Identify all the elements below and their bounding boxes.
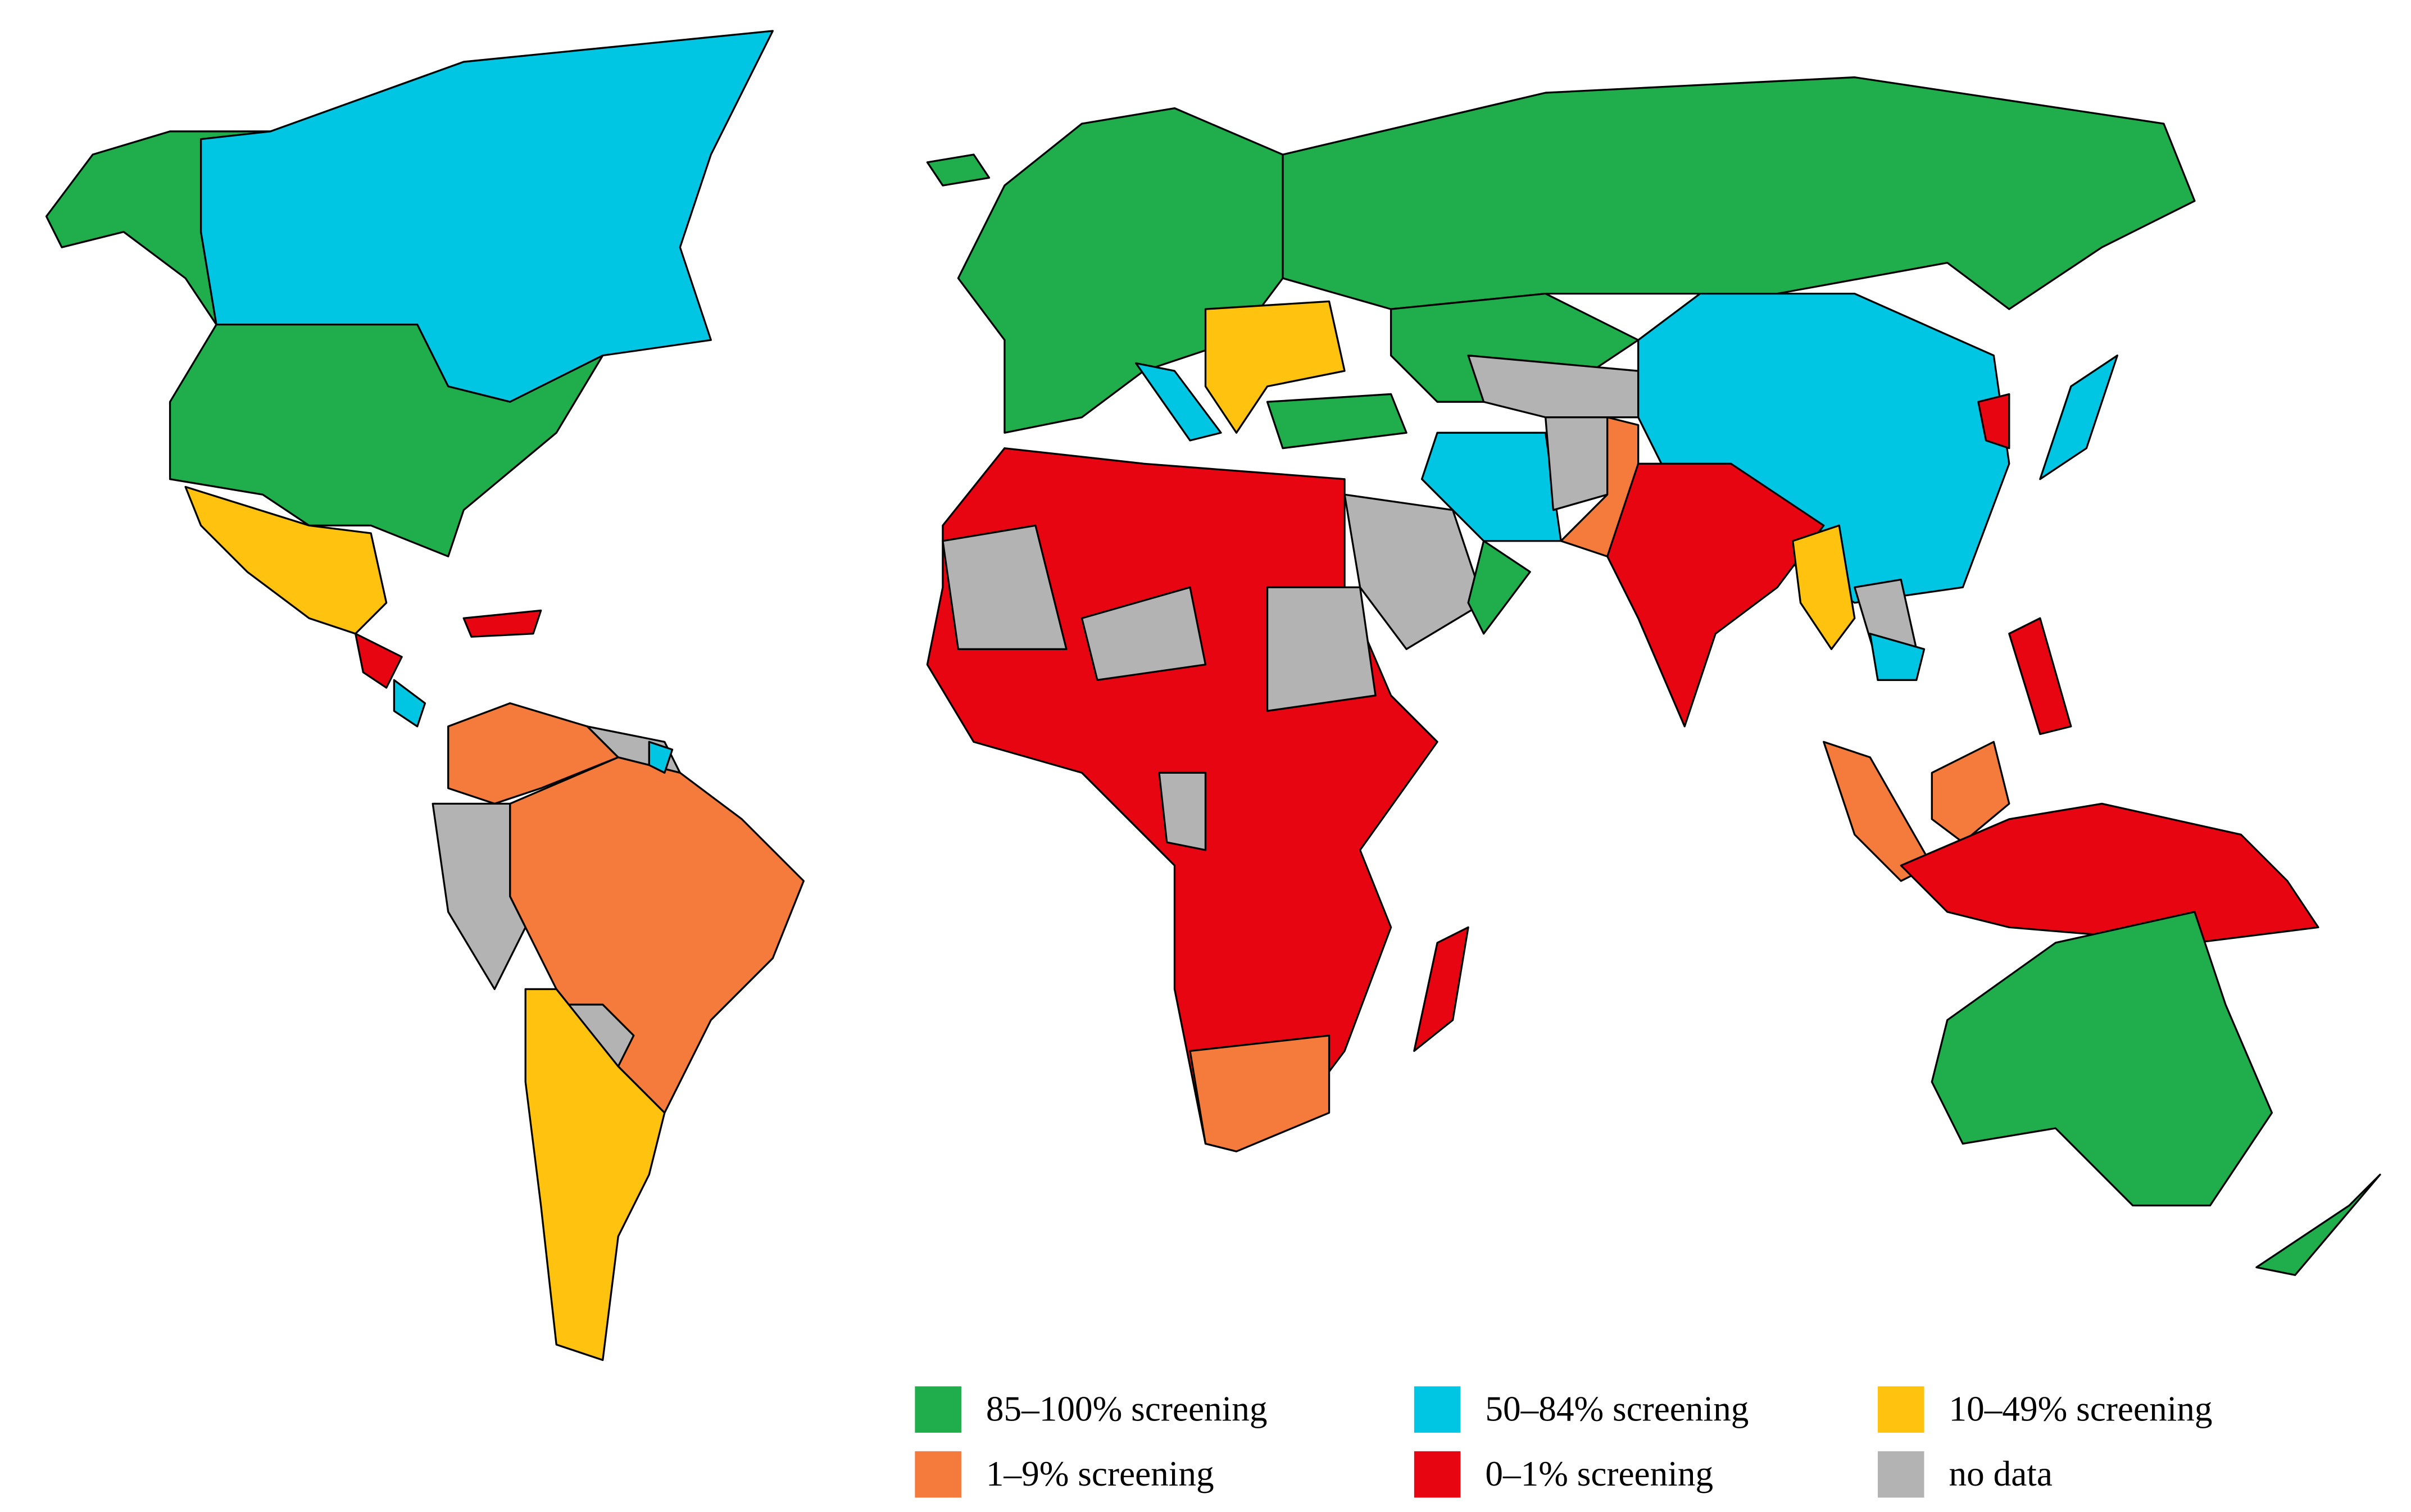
countries bbox=[45, 30, 2381, 1361]
legend-swatch bbox=[1414, 1451, 1461, 1498]
usa bbox=[169, 324, 604, 557]
legend-swatch bbox=[915, 1386, 961, 1433]
italy bbox=[1135, 362, 1222, 442]
central-asia bbox=[1467, 355, 1640, 419]
saudi-arabia bbox=[1343, 493, 1485, 650]
legend-label: 50–84% screening bbox=[1485, 1390, 1749, 1429]
caribbean bbox=[462, 609, 542, 638]
brazil bbox=[509, 756, 805, 1114]
central-america bbox=[354, 633, 403, 689]
turkey bbox=[1266, 393, 1407, 449]
sudan bbox=[1266, 586, 1377, 712]
russia bbox=[1282, 76, 2196, 310]
borneo bbox=[1931, 741, 2010, 843]
iceland-area bbox=[648, 741, 674, 774]
korea bbox=[1977, 393, 2010, 449]
iceland bbox=[926, 153, 991, 187]
legend-label: no data bbox=[1949, 1454, 2053, 1493]
legend-swatch bbox=[1878, 1386, 1924, 1433]
cambodia bbox=[1869, 633, 1926, 681]
oman bbox=[1467, 540, 1531, 635]
legend-label: 10–49% screening bbox=[1949, 1390, 2213, 1429]
legend-label: 0–1% screening bbox=[1485, 1454, 1713, 1493]
india bbox=[1606, 462, 1825, 728]
afghanistan bbox=[1544, 416, 1609, 511]
chile-argentina bbox=[524, 988, 666, 1361]
mauritania-mali bbox=[942, 524, 1068, 650]
legend: 85–100% screening 50–84% screening 10–49% … bbox=[915, 1386, 2213, 1498]
legend-label: 85–100% screening bbox=[986, 1390, 1268, 1429]
south-africa bbox=[1189, 1034, 1331, 1152]
indonesia bbox=[1900, 802, 2319, 944]
philippines bbox=[2008, 617, 2072, 735]
myanmar bbox=[1792, 524, 1856, 650]
australia bbox=[1931, 911, 2273, 1207]
legend-swatch bbox=[1878, 1451, 1924, 1498]
legend-swatch bbox=[1414, 1386, 1461, 1433]
gabon-congo bbox=[1158, 771, 1207, 851]
madagascar bbox=[1413, 926, 1469, 1052]
legend-swatch bbox=[915, 1451, 961, 1498]
legend-label: 1–9% screening bbox=[986, 1454, 1214, 1493]
europe bbox=[957, 107, 1284, 434]
niger-chad bbox=[1080, 586, 1207, 681]
ukraine-balkans bbox=[1204, 300, 1346, 434]
peru-ecuador bbox=[432, 802, 526, 991]
panama bbox=[393, 679, 426, 728]
new-zealand bbox=[2255, 1173, 2381, 1276]
colombia-venezuela bbox=[447, 702, 619, 805]
iran bbox=[1420, 432, 1562, 542]
japan bbox=[2039, 355, 2119, 480]
